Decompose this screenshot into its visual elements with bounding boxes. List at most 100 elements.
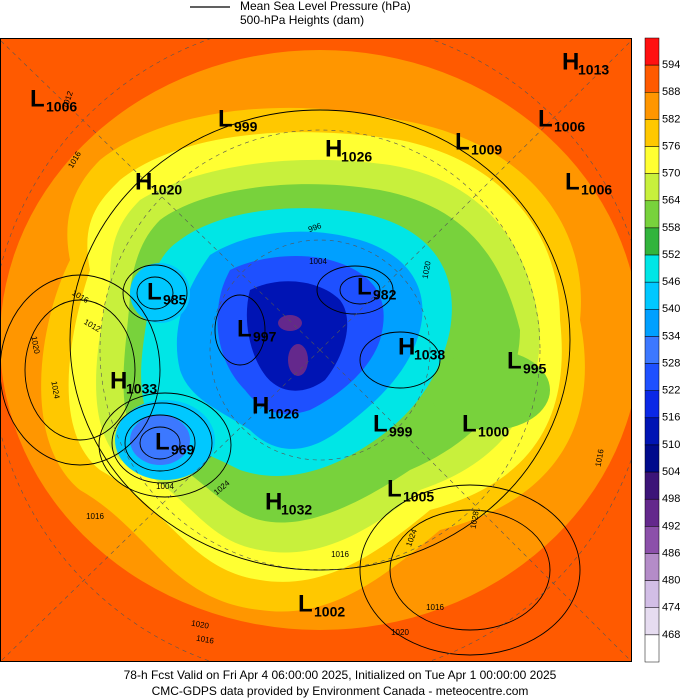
colorbar-swatch [644, 146, 660, 174]
footer-line2: CMC-GDPS data provided by Environment Ca… [152, 684, 529, 698]
isobar-label: 1020 [421, 260, 433, 280]
colorbar-swatch [644, 498, 660, 527]
center-pressure: 969 [171, 442, 195, 458]
center-letter: L [373, 410, 388, 437]
center-pressure: 995 [523, 361, 547, 377]
center-letter: H [252, 392, 269, 419]
colorbar-swatch [644, 444, 660, 473]
center-letter: L [357, 273, 372, 300]
center-pressure: 1005 [403, 489, 434, 505]
center-letter: L [218, 105, 233, 132]
isobar-label: 1020 [391, 628, 409, 637]
center-letter: L [507, 347, 522, 374]
center-pressure: 1013 [578, 62, 609, 78]
center-pressure: 1006 [581, 182, 612, 198]
center-letter: H [398, 333, 415, 360]
colorbar-tick-label: 576 [662, 140, 680, 152]
center-pressure: 1009 [471, 142, 502, 158]
center-letter: L [387, 475, 402, 502]
center-letter: H [265, 488, 282, 515]
colorbar-tick-label: 468 [662, 629, 680, 641]
isobar-label: 1024 [49, 380, 61, 400]
center-letter: L [538, 105, 553, 132]
colorbar-tick-label: 564 [662, 195, 680, 207]
colorbar-tick-label: 552 [662, 249, 680, 261]
colorbar-tick-label: 510 [662, 439, 680, 451]
center-pressure: 1020 [151, 182, 182, 198]
legend-line1: Mean Sea Level Pressure (hPa) [240, 0, 411, 13]
colorbar-swatch [644, 119, 660, 147]
colorbar-swatch [644, 471, 660, 500]
center-pressure: 982 [373, 287, 397, 303]
colorbar-tick-label: 594 [662, 59, 680, 71]
colorbar-swatch [644, 580, 660, 608]
colorbar-tick-label: 558 [662, 222, 680, 234]
isobar-label: 1016 [196, 634, 216, 646]
colorbar-tick-label: 546 [662, 276, 680, 288]
isobar-label: 1016 [331, 550, 349, 559]
colorbar-tick-label: 516 [662, 412, 680, 424]
colorbar-tick-label: 522 [662, 385, 680, 397]
center-pressure: 985 [163, 292, 187, 308]
colorbar-tick-label: 504 [662, 466, 680, 478]
center-pressure: 1026 [341, 149, 372, 165]
center-pressure: 1006 [46, 99, 77, 115]
colorbar-tick-label: 534 [662, 330, 680, 342]
colorbar-tick-label: 588 [662, 86, 680, 98]
colorbar-tick-label: 486 [662, 547, 680, 559]
center-letter: L [30, 85, 45, 112]
center-pressure: 999 [234, 119, 258, 135]
colorbar-tick-label: 540 [662, 303, 680, 315]
isobar-label: 1016 [426, 603, 444, 612]
colorbar-tick-label: 498 [662, 493, 680, 505]
colorbar-swatch [644, 390, 660, 419]
colorbar-swatch [644, 607, 660, 636]
center-letter: H [135, 168, 152, 195]
center-pressure: 1033 [126, 381, 157, 397]
colorbar-swatch [644, 200, 660, 229]
center-pressure: 1032 [281, 502, 312, 518]
footer-line1: 78-h Fcst Valid on Fri Apr 4 06:00:00 20… [124, 668, 557, 682]
colorbar-swatch [644, 309, 660, 337]
center-letter: L [462, 410, 477, 437]
colorbar-swatch [644, 553, 660, 581]
center-letter: H [562, 48, 579, 75]
isobar-label: 1028 [469, 510, 481, 530]
isobar-label: 996 [307, 221, 323, 234]
colorbar-tick-label: 528 [662, 357, 680, 369]
colorbar-swatch [644, 64, 660, 93]
map-frame [0, 38, 632, 662]
center-pressure: 1000 [478, 424, 509, 440]
center-letter: L [565, 168, 580, 195]
colorbar-swatch [644, 173, 660, 202]
colorbar-swatch [644, 526, 660, 554]
isobar-label: 1016 [594, 448, 606, 468]
center-letter: H [325, 135, 342, 162]
colorbar-swatch [644, 254, 660, 283]
center-pressure: 1026 [268, 406, 299, 422]
colorbar-swatch [644, 92, 660, 120]
isobar-label: 1016 [86, 512, 104, 521]
colorbar-tick-label: 474 [662, 602, 680, 614]
colorbar-swatch [644, 37, 660, 66]
colorbar-swatch [644, 227, 660, 256]
center-letter: L [298, 590, 313, 617]
center-letter: L [237, 315, 252, 342]
center-pressure: 1006 [554, 119, 585, 135]
colorbar-swatch [644, 634, 660, 663]
center-pressure: 997 [253, 329, 277, 345]
center-letter: H [110, 367, 127, 394]
colorbar-tick-label: 492 [662, 520, 680, 532]
isobar-label: 1020 [29, 335, 41, 355]
colorbar-tick-label: 570 [662, 168, 680, 180]
center-letter: L [147, 278, 162, 305]
isobar-label: 1020 [191, 619, 211, 631]
colorbar-swatch [644, 281, 660, 310]
isobar-label: 1004 [309, 257, 327, 266]
colorbar-swatch [644, 363, 660, 391]
legend-line2: 500-hPa Heights (dam) [240, 13, 364, 27]
center-pressure: 999 [389, 424, 413, 440]
colorbar-swatch [644, 336, 660, 364]
